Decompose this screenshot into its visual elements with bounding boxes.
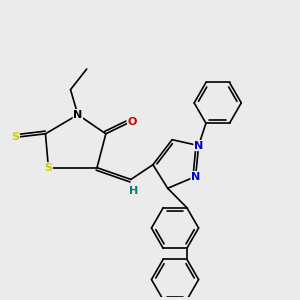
Text: N: N [73,110,83,120]
Text: S: S [44,163,52,173]
Text: N: N [191,172,200,182]
Text: H: H [129,186,138,196]
Text: N: N [194,141,203,151]
Text: S: S [11,132,19,142]
Text: O: O [128,117,137,127]
